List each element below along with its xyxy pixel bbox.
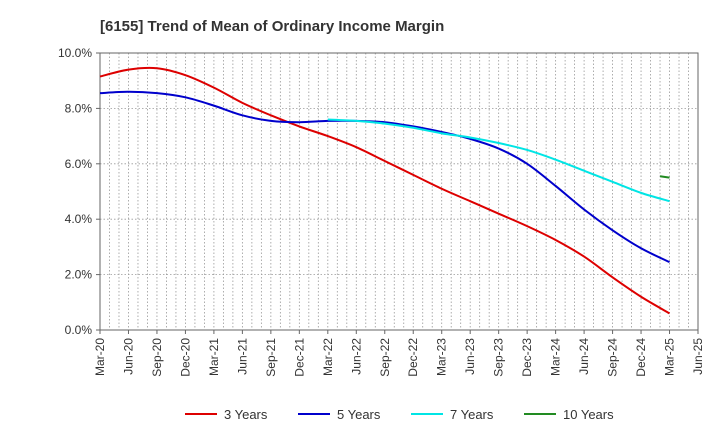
- y-tick-label: 6.0%: [65, 157, 93, 171]
- legend-item-10-years: 10 Years: [524, 407, 614, 422]
- x-tick-label: Sep-21: [264, 338, 278, 377]
- x-tick-label: Jun-21: [235, 338, 249, 375]
- plot-area-frame: [99, 52, 699, 331]
- x-tick-label: Dec-22: [406, 338, 420, 377]
- y-tick-label: 2.0%: [65, 268, 93, 282]
- y-tick-label: 0.0%: [65, 323, 93, 337]
- x-tick-label: Sep-24: [606, 338, 620, 377]
- legend: 3 Years 5 Years 7 Years 10 Years: [185, 407, 614, 422]
- x-tick-label: Dec-24: [634, 338, 648, 377]
- legend-label: 10 Years: [563, 407, 614, 422]
- x-tick-label: Mar-22: [321, 338, 335, 376]
- y-tick-label: 10.0%: [58, 46, 92, 60]
- grid-layer: [100, 53, 698, 330]
- legend-label: 3 Years: [224, 407, 268, 422]
- x-tick-label: Mar-20: [93, 338, 107, 376]
- chart-title: [6155] Trend of Mean of Ordinary Income …: [100, 18, 444, 35]
- x-tick-label: Dec-20: [178, 338, 192, 377]
- legend-item-3-years: 3 Years: [185, 407, 268, 422]
- x-tick-label: Sep-22: [378, 338, 392, 377]
- legend-label: 7 Years: [450, 407, 494, 422]
- axis-layer: 0.0% 2.0% 4.0% 6.0% 8.0% 10.0% Mar-20 Jun-20 Sep…: [58, 46, 705, 377]
- x-tick-label: Mar-24: [549, 338, 563, 376]
- x-tick-label: Mar-25: [663, 338, 677, 376]
- x-tick-label: Mar-23: [435, 338, 449, 376]
- x-tick-label: Sep-20: [150, 338, 164, 377]
- x-tick-label: Dec-23: [520, 338, 534, 377]
- x-tick-label: Mar-21: [207, 338, 221, 376]
- legend-item-7-years: 7 Years: [411, 407, 494, 422]
- y-tick-label: 4.0%: [65, 212, 93, 226]
- x-tick-label: Dec-21: [292, 338, 306, 377]
- x-tick-label: Jun-22: [349, 338, 363, 375]
- y-tick-label: 8.0%: [65, 101, 93, 115]
- x-tick-label: Jun-25: [691, 338, 705, 375]
- legend-item-5-years: 5 Years: [298, 407, 381, 422]
- series-layer: [99, 66, 671, 315]
- series-line-10-years: [659, 175, 670, 179]
- x-tick-label: Jun-24: [577, 338, 591, 375]
- series-line-5-years: [99, 90, 670, 264]
- x-tick-label: Jun-20: [121, 338, 135, 375]
- legend-label: 5 Years: [337, 407, 381, 422]
- x-tick-label: Sep-23: [492, 338, 506, 377]
- series-line-3-years: [99, 66, 671, 315]
- x-tick-label: Jun-23: [463, 338, 477, 375]
- series-line-7-years: [327, 118, 670, 203]
